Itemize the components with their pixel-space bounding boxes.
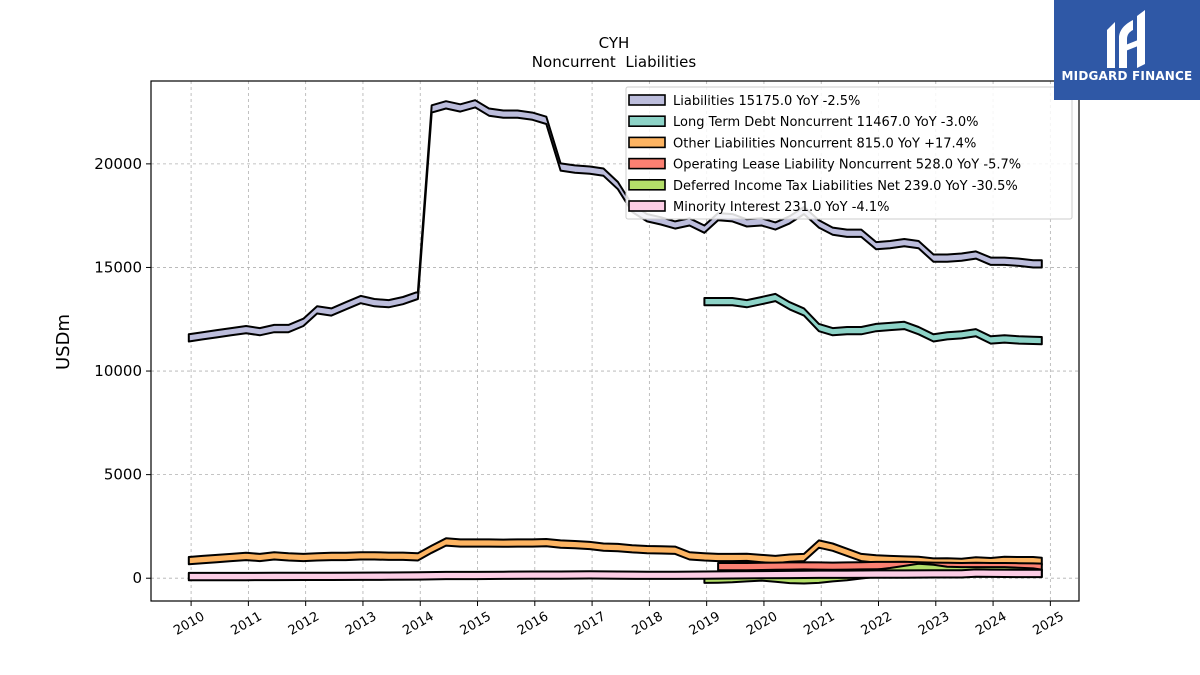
legend-label: Long Term Debt Noncurrent 11467.0 YoY -3… <box>673 115 979 130</box>
legend-swatch <box>628 179 666 191</box>
y-tick-label: 20000 <box>94 155 142 173</box>
series-band <box>703 292 1043 346</box>
legend-swatch <box>628 94 666 106</box>
y-tick-label: 0 <box>132 569 142 587</box>
legend-label: Operating Lease Liability Noncurrent 528… <box>673 158 1021 173</box>
chart-title: CYH <box>599 34 630 52</box>
legend-swatch <box>628 157 666 170</box>
legend-label: Liabilities 15175.0 YoY -2.5% <box>673 94 860 109</box>
legend-label: Minority Interest 231.0 YoY -4.1% <box>673 200 889 215</box>
legend-label: Deferred Income Tax Liabilities Net 239.… <box>673 179 1018 194</box>
series-band <box>187 99 1043 343</box>
legend-label: Other Liabilities Noncurrent 815.0 YoY +… <box>673 136 976 151</box>
legend-swatch <box>628 200 666 212</box>
chart-subtitle: Noncurrent Liabilities <box>532 53 697 71</box>
legend-swatch <box>628 136 666 149</box>
legend: Liabilities 15175.0 YoY -2.5% Long Term D… <box>625 86 1073 220</box>
y-tick-label: 15000 <box>94 258 142 276</box>
series-band <box>187 568 1043 582</box>
plot-area <box>187 99 1043 585</box>
brand-logo: MIDGARD FINANCE <box>1054 0 1200 100</box>
y-axis-label: USDm <box>53 314 74 370</box>
brand-name: MIDGARD FINANCE <box>1061 69 1193 83</box>
legend-swatch <box>628 115 666 127</box>
y-tick-label: 10000 <box>94 362 142 380</box>
y-tick-label: 5000 <box>104 466 142 484</box>
brand-mark-icon <box>1107 10 1145 68</box>
legend-box <box>625 86 1073 220</box>
plot-frame <box>150 80 1080 602</box>
